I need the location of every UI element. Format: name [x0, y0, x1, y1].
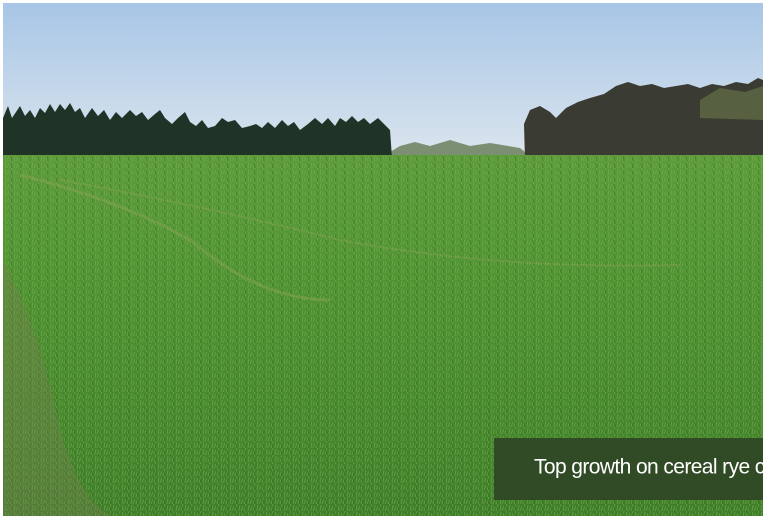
distant-trees [385, 140, 530, 156]
track [19, 173, 331, 302]
tree-line-left [3, 103, 392, 158]
tree-foliage [700, 86, 763, 120]
caption: Top growth on cereal rye c [534, 456, 763, 479]
track [59, 179, 681, 267]
caption-box [494, 438, 763, 500]
residue [3, 260, 110, 516]
scene: Top growth on cereal rye c [3, 3, 763, 516]
